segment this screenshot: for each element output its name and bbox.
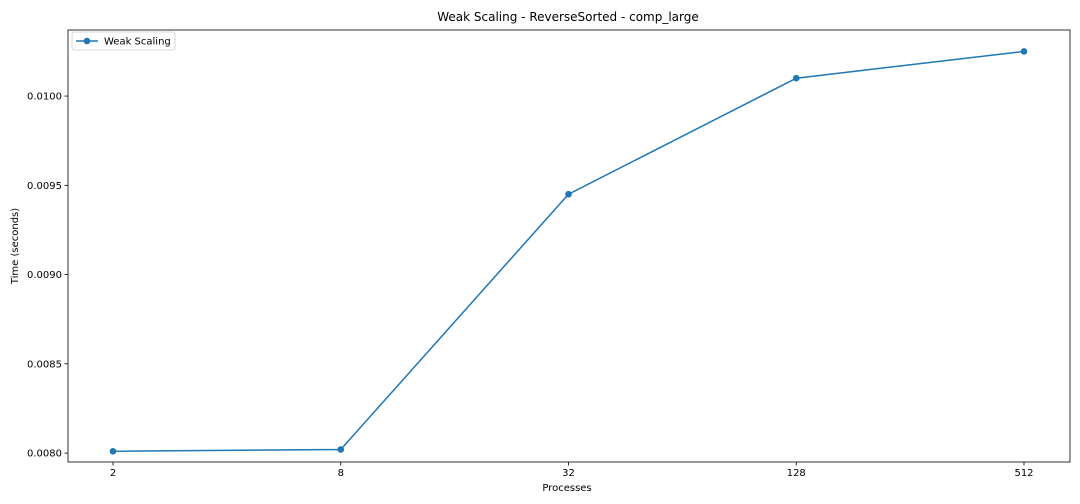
series-layer	[109, 48, 1028, 455]
data-point	[1020, 48, 1028, 55]
legend-marker-weak-scaling	[83, 37, 91, 45]
data-point	[792, 74, 800, 82]
legend: Weak Scaling	[71, 31, 176, 51]
series-line-weak-scaling	[112, 50, 1025, 453]
plot-area-frame	[67, 29, 1071, 463]
y-tick-label: 0.0080	[27, 449, 62, 460]
data-point	[337, 446, 345, 453]
x-tick-label: 512	[1014, 468, 1033, 479]
y-tick-label: 0.0090	[27, 270, 62, 281]
x-tick-label: 128	[787, 468, 806, 479]
data-point	[109, 447, 117, 455]
y-tick-label: 0.0085	[27, 359, 62, 370]
y-tick-label: 0.0095	[27, 181, 62, 192]
data-point	[565, 190, 572, 198]
x-tick-label: 2	[110, 468, 116, 479]
x-axis-title: Processes	[542, 483, 591, 494]
x-tick-label: 8	[338, 468, 344, 479]
legend-label-weak-scaling: Weak Scaling	[104, 37, 171, 48]
x-axis: 2 8 32 128 512	[110, 462, 1034, 479]
y-axis: 0.0080 0.0085 0.0090 0.0095 0.0100	[27, 92, 68, 460]
y-axis-title: Time (seconds)	[10, 208, 21, 285]
x-tick-label: 32	[562, 468, 575, 479]
y-tick-label: 0.0100	[27, 92, 62, 103]
chart-title: Weak Scaling - ReverseSorted - comp_larg…	[437, 10, 699, 24]
legend-box	[71, 31, 176, 51]
